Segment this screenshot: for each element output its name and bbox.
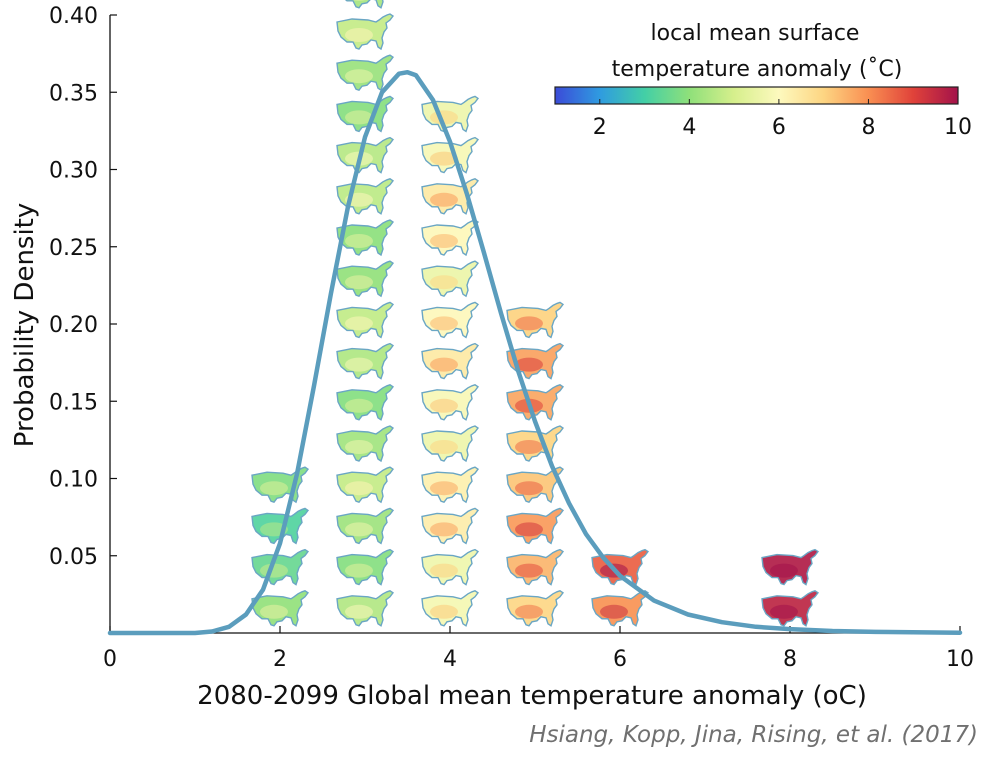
us-map-thumbnail bbox=[506, 548, 564, 586]
us-map-thumbnail bbox=[421, 301, 479, 339]
us-map-thumbnail bbox=[251, 466, 309, 503]
us-map-thumbnail bbox=[336, 466, 394, 503]
us-map-thumbnail bbox=[421, 136, 479, 174]
y-tick-label: 0.40 bbox=[49, 4, 98, 29]
colorbar-tick-label: 6 bbox=[772, 115, 786, 140]
y-axis-title: Probability Density bbox=[10, 203, 40, 448]
us-map-thumbnail bbox=[336, 548, 394, 586]
density-curve bbox=[107, 69, 963, 636]
y-tick-label: 0.20 bbox=[49, 313, 98, 338]
x-tick-label: 6 bbox=[613, 647, 627, 672]
citation: Hsiang, Kopp, Jina, Rising, et al. (2017… bbox=[529, 722, 978, 748]
us-map-thumbnail bbox=[251, 590, 309, 627]
colorbar-tick-label: 10 bbox=[944, 115, 972, 140]
colorbar-tick-label: 2 bbox=[593, 115, 607, 140]
density-curve-line bbox=[107, 69, 963, 636]
y-tick-label: 0.10 bbox=[49, 468, 98, 493]
us-map-thumbnail bbox=[506, 466, 564, 503]
us-map-thumbnail bbox=[506, 507, 564, 545]
us-map-thumbnail bbox=[421, 590, 479, 627]
us-map-thumbnail bbox=[336, 13, 394, 50]
us-map-thumbnail bbox=[336, 507, 394, 545]
us-map-thumbnail bbox=[421, 466, 479, 503]
colorbar: local mean surface temperature anomaly (… bbox=[554, 21, 972, 140]
us-map-thumbnail bbox=[506, 590, 564, 627]
us-map-thumbnail bbox=[336, 54, 394, 91]
us-map-thumbnail bbox=[421, 425, 479, 462]
colorbar-tick-label: 4 bbox=[682, 115, 696, 140]
us-map-thumbnail bbox=[336, 0, 394, 9]
x-tick-label: 4 bbox=[443, 647, 457, 672]
us-map-thumbnail bbox=[421, 260, 479, 297]
y-tick-label: 0.15 bbox=[49, 390, 98, 415]
us-map-thumbnail bbox=[336, 384, 394, 421]
x-tick-label: 10 bbox=[946, 647, 974, 672]
us-map-thumbnail bbox=[421, 219, 479, 256]
us-map-thumbnail bbox=[421, 384, 479, 421]
colorbar-gradient bbox=[554, 86, 959, 105]
us-map-thumbnail bbox=[251, 548, 309, 586]
us-map-thumbnail bbox=[506, 425, 564, 462]
map-thumbnails bbox=[251, 0, 819, 627]
us-map-thumbnail bbox=[506, 342, 564, 380]
x-tick-label: 2 bbox=[273, 647, 287, 672]
y-tick-label: 0.35 bbox=[49, 81, 98, 106]
us-map-thumbnail bbox=[336, 219, 394, 256]
colorbar-tick-label: 8 bbox=[861, 115, 875, 140]
us-map-thumbnail bbox=[421, 178, 479, 215]
axes: 0.05 0.10 0.15 0.20 0.25 0.30 0.35 0.40 0 2 4 6 8 10 bbox=[49, 4, 974, 672]
x-axis-title: 2080-2099 Global mean temperature anomal… bbox=[197, 681, 867, 711]
y-tick-label: 0.05 bbox=[49, 545, 98, 570]
colorbar-title-line2: temperature anomaly (˚C) bbox=[612, 57, 903, 82]
x-tick-label: 0 bbox=[103, 647, 117, 672]
us-map-thumbnail bbox=[421, 342, 479, 380]
us-map-thumbnail bbox=[336, 425, 394, 462]
us-map-thumbnail bbox=[421, 507, 479, 545]
us-map-thumbnail bbox=[761, 590, 819, 627]
us-map-thumbnail bbox=[761, 548, 819, 586]
us-map-thumbnail bbox=[336, 590, 394, 627]
us-map-thumbnail bbox=[336, 260, 394, 297]
colorbar-title-line1: local mean surface bbox=[651, 21, 860, 46]
us-map-thumbnail bbox=[336, 95, 394, 133]
y-tick-label: 0.25 bbox=[49, 236, 98, 261]
us-map-thumbnail bbox=[421, 95, 479, 133]
x-tick-label: 8 bbox=[783, 647, 797, 672]
y-tick-label: 0.30 bbox=[49, 159, 98, 184]
us-map-thumbnail bbox=[591, 590, 649, 627]
us-map-thumbnail bbox=[336, 301, 394, 339]
axis-labels: 2080-2099 Global mean temperature anomal… bbox=[10, 203, 867, 711]
us-map-thumbnail bbox=[421, 548, 479, 586]
us-map-thumbnail bbox=[506, 301, 564, 339]
us-map-thumbnail bbox=[336, 342, 394, 380]
